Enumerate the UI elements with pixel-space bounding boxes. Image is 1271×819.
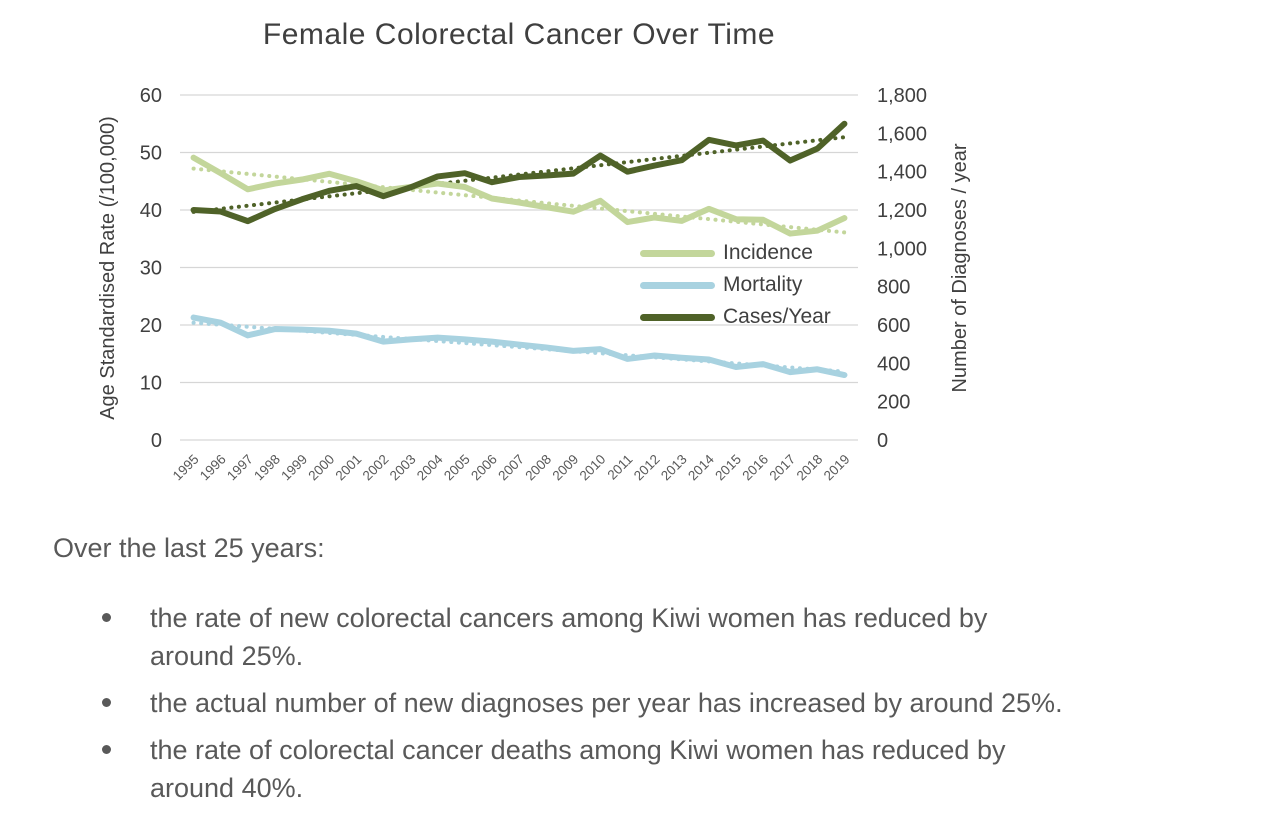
legend-swatch-incidence [640, 249, 715, 257]
list-item: the actual number of new diagnoses per y… [53, 684, 1243, 722]
y-right-tick: 1,800 [877, 85, 927, 107]
legend-label-mortality: Mortality [723, 273, 803, 296]
legend-item-incidence: Incidence [640, 237, 831, 269]
x-tick-label: 1995 [170, 452, 202, 484]
y-right-tick: 400 [877, 353, 910, 375]
chart-legend: Incidence Mortality Cases/Year [640, 237, 831, 333]
legend-item-mortality: Mortality [640, 269, 831, 301]
bullet-text: the rate of new colorectal cancers among… [150, 603, 988, 671]
y-right-tick: 1,200 [877, 200, 927, 222]
y-right-tick: 0 [877, 430, 888, 452]
x-tick-label: 2005 [441, 452, 473, 484]
bullet-icon [102, 698, 111, 707]
x-tick-label: 2011 [604, 452, 635, 483]
x-tick-label: 2012 [631, 452, 663, 484]
series-mortality-line [190, 314, 848, 379]
x-tick-label: 2009 [550, 452, 582, 484]
y-left-tick: 30 [140, 258, 162, 280]
list-item: the rate of colorectal cancer deaths amo… [53, 731, 1243, 807]
legend-item-cases: Cases/Year [640, 301, 831, 333]
y-right-tick: 200 [877, 392, 910, 414]
series-incidence-line [190, 154, 848, 237]
legend-swatch-mortality [640, 281, 715, 289]
y-left-tick: 20 [140, 315, 162, 337]
y-right-tick: 600 [877, 315, 910, 337]
y-left-tick: 0 [151, 430, 162, 452]
summary-list: the rate of new colorectal cancers among… [53, 599, 1243, 816]
x-tick-label: 2001 [333, 452, 365, 484]
x-tick-label: 2015 [712, 452, 744, 484]
series-cases-year-line [190, 120, 848, 225]
y-right-tick: 800 [877, 277, 910, 299]
bullet-text: the actual number of new diagnoses per y… [150, 688, 1063, 718]
y-right-tick: 1,000 [877, 238, 927, 260]
y-right-tick: 1,400 [877, 162, 927, 184]
x-tick-label: 2003 [387, 452, 419, 484]
legend-swatch-cases [640, 313, 715, 321]
legend-label-incidence: Incidence [723, 241, 813, 264]
chart-svg: 010203040506002004006008001,0001,2001,40… [140, 85, 927, 484]
legend-label-cases: Cases/Year [723, 305, 831, 328]
y-left-tick: 50 [140, 143, 162, 165]
x-tick-label: 2007 [495, 452, 527, 484]
bullet-icon [102, 745, 111, 754]
x-tick-label: 2002 [360, 452, 392, 484]
bullet-icon [102, 613, 111, 622]
x-tick-label: 2000 [305, 452, 337, 484]
x-tick-label: 2014 [685, 451, 717, 483]
x-tick-label: 1999 [278, 452, 310, 484]
list-item: the rate of new colorectal cancers among… [53, 599, 1243, 675]
x-tick-label: 2010 [577, 452, 609, 484]
y-left-tick: 60 [140, 85, 162, 107]
summary-intro: Over the last 25 years: [53, 533, 325, 563]
x-tick-label: 2006 [468, 452, 500, 484]
y-right-tick: 1,600 [877, 123, 927, 145]
x-tick-label: 2008 [522, 452, 554, 484]
y-left-tick: 40 [140, 200, 162, 222]
x-tick-label: 1998 [251, 452, 283, 484]
x-tick-label: 1997 [224, 452, 256, 484]
x-tick-label: 2018 [794, 452, 826, 484]
x-tick-label: 2016 [739, 452, 771, 484]
chart-title: Female Colorectal Cancer Over Time [262, 18, 776, 51]
x-tick-label: 2013 [658, 452, 690, 484]
bullet-text: the rate of colorectal cancer deaths amo… [150, 735, 1006, 803]
x-tick-label: 2017 [766, 452, 798, 484]
x-tick-label: 1996 [197, 452, 229, 484]
x-tick-label: 2004 [414, 451, 446, 483]
x-tick-label: 2019 [821, 452, 853, 484]
y-left-tick: 10 [140, 373, 162, 395]
